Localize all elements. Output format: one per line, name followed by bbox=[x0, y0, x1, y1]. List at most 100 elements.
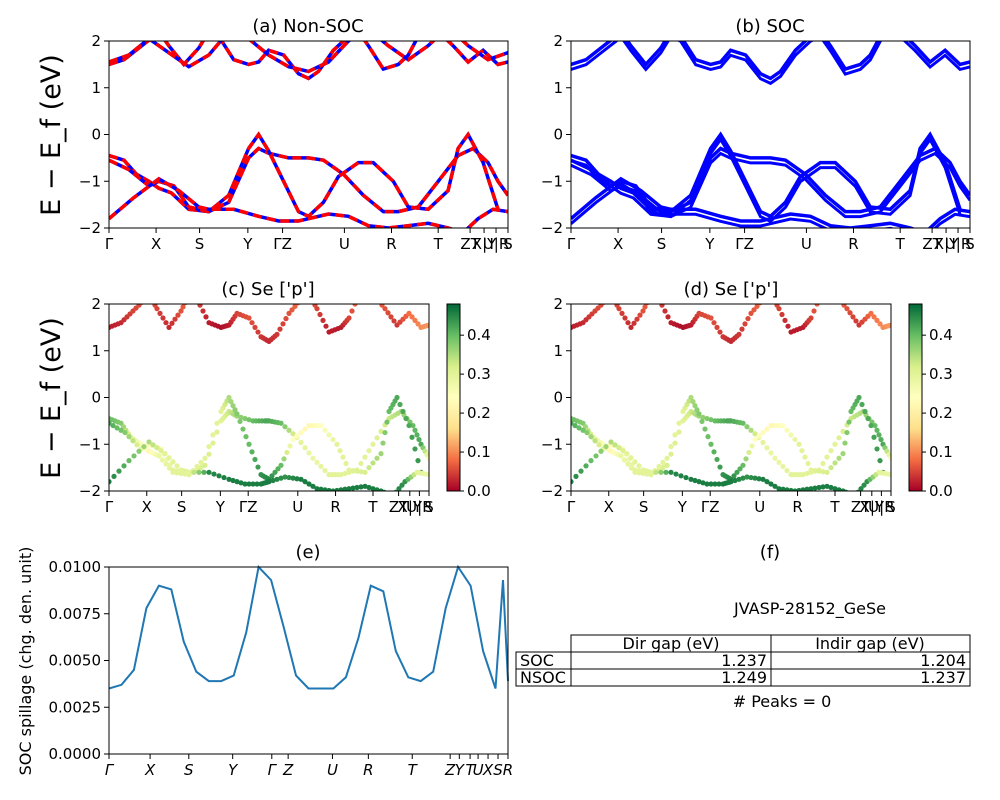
band-point bbox=[274, 476, 280, 482]
band-point bbox=[811, 308, 817, 314]
band-point bbox=[374, 487, 380, 491]
band-point bbox=[700, 480, 706, 486]
y-tick-label: 0.0025 bbox=[49, 698, 102, 716]
x-tick-label: U bbox=[327, 761, 338, 779]
band-point bbox=[246, 481, 252, 487]
band-point bbox=[644, 304, 650, 306]
band-point bbox=[314, 459, 320, 465]
band-point bbox=[632, 459, 638, 465]
band-point bbox=[663, 469, 669, 475]
band-point bbox=[711, 320, 717, 326]
band-point bbox=[842, 440, 848, 446]
band-point bbox=[343, 460, 349, 467]
band-point bbox=[166, 455, 172, 461]
band-point bbox=[228, 398, 234, 405]
band-point bbox=[166, 324, 172, 330]
band-point bbox=[412, 317, 418, 323]
plot-frame bbox=[108, 303, 430, 492]
band-point bbox=[302, 479, 308, 485]
peaks-label: # Peaks = 0 bbox=[733, 692, 832, 711]
x-tick-label: Γ bbox=[105, 498, 114, 516]
band-point bbox=[622, 315, 628, 321]
band-point bbox=[608, 439, 614, 445]
band-point bbox=[828, 484, 834, 491]
x-tick-label: Z bbox=[282, 761, 294, 779]
band-point bbox=[242, 415, 248, 422]
band-point bbox=[817, 294, 822, 299]
band-point bbox=[340, 454, 346, 460]
band-point bbox=[832, 486, 838, 491]
band-point bbox=[705, 434, 711, 440]
band-point bbox=[659, 304, 665, 308]
x-tick-label: U bbox=[292, 498, 303, 516]
band-point bbox=[871, 314, 877, 320]
band-point bbox=[314, 486, 320, 491]
band-point bbox=[702, 426, 708, 432]
x-tick-label: S bbox=[424, 498, 434, 516]
band-point bbox=[608, 292, 613, 297]
band-point bbox=[618, 453, 624, 459]
band-point bbox=[610, 296, 615, 301]
band-point bbox=[764, 426, 770, 432]
band-point bbox=[326, 487, 332, 491]
band-point bbox=[255, 464, 261, 470]
band-point bbox=[126, 458, 132, 464]
x-tick-label: U bbox=[801, 235, 812, 253]
band-point bbox=[804, 486, 810, 491]
y-tick-label: 1 bbox=[553, 342, 563, 360]
band-point bbox=[362, 454, 368, 460]
band-point bbox=[238, 414, 244, 420]
band-point bbox=[861, 482, 867, 488]
band-point bbox=[673, 471, 679, 477]
band-point bbox=[648, 469, 654, 475]
band-point bbox=[708, 417, 714, 423]
band-point bbox=[688, 476, 694, 482]
y-tick-label: 0.0075 bbox=[49, 605, 102, 623]
band-point bbox=[668, 443, 674, 450]
band-point bbox=[716, 481, 722, 487]
band-point bbox=[628, 455, 634, 461]
band-point bbox=[625, 320, 631, 326]
band-point bbox=[163, 461, 169, 467]
band-point bbox=[111, 473, 117, 479]
band-point bbox=[310, 455, 316, 461]
x-tick-label: Y bbox=[242, 235, 253, 253]
band-point bbox=[381, 489, 387, 491]
band-point bbox=[255, 329, 261, 335]
panel-f: (f) JVASP-28152_GeSe Dir gap (eV) Indir … bbox=[515, 542, 971, 711]
band-point bbox=[628, 324, 634, 330]
band-point bbox=[284, 449, 290, 456]
band-point bbox=[784, 427, 790, 433]
band-point bbox=[859, 401, 865, 408]
band-point bbox=[380, 440, 386, 446]
band-point bbox=[415, 321, 421, 327]
table-row-nsoc-indir-cell bbox=[770, 668, 971, 687]
band-point bbox=[230, 477, 236, 484]
band-point bbox=[266, 479, 272, 485]
band-point bbox=[620, 448, 626, 454]
band-point bbox=[748, 474, 754, 481]
band-point bbox=[832, 441, 838, 447]
x-tick-label: T bbox=[433, 235, 444, 253]
y-tick-label: 2 bbox=[91, 295, 101, 313]
band-point bbox=[832, 292, 837, 297]
band-point bbox=[782, 317, 788, 323]
colorbar-tick-label: 0.2 bbox=[929, 404, 953, 422]
x-tick-label: T bbox=[895, 235, 906, 253]
band-line-blue bbox=[109, 131, 500, 219]
band-point bbox=[426, 322, 429, 328]
band-point bbox=[699, 418, 705, 425]
band-point bbox=[776, 459, 782, 465]
y-tick-label: 1 bbox=[91, 342, 101, 360]
band-point bbox=[409, 434, 415, 440]
band-point bbox=[772, 455, 778, 461]
table-row-nsoc-label: NSOC bbox=[520, 668, 566, 687]
band-point bbox=[366, 484, 372, 491]
band-point bbox=[412, 446, 418, 452]
band-point bbox=[812, 485, 818, 491]
y-tick-label: −1 bbox=[79, 172, 101, 190]
band-point bbox=[134, 442, 140, 448]
band-point bbox=[604, 297, 609, 302]
x-tick-label: X|Y bbox=[934, 235, 959, 253]
y-tick-label: −1 bbox=[541, 172, 563, 190]
